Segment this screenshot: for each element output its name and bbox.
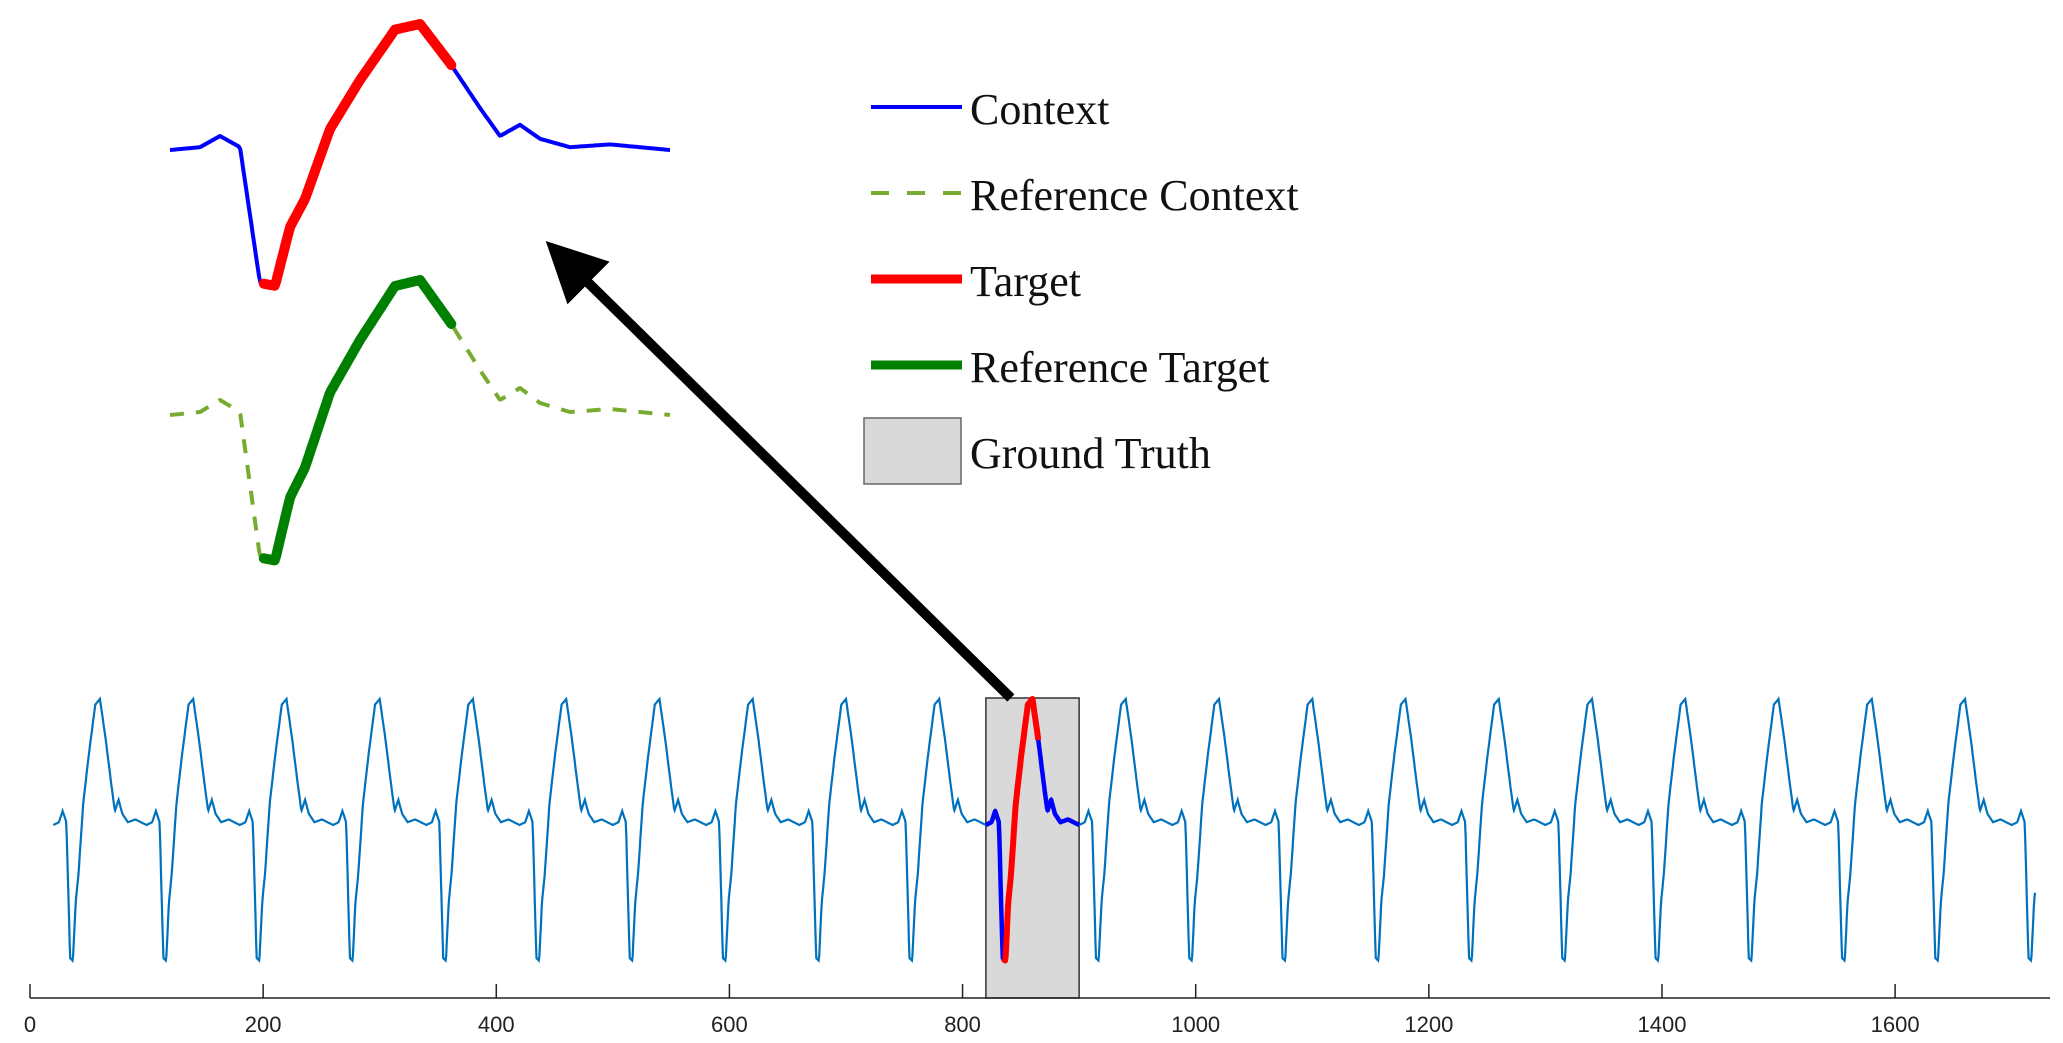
x-tick-label: 400: [478, 1012, 515, 1037]
legend-entry-context: Context: [871, 85, 1109, 134]
zoom-target-line: [258, 19, 457, 291]
zoom-arrow: [545, 240, 1015, 702]
legend: Context Reference Context Target Referen…: [863, 85, 1299, 485]
context-segment: [984, 808, 1006, 961]
zoom-reference-context-line: [169, 278, 671, 563]
legend-label-target: Target: [970, 257, 1081, 306]
zoom-context-line: [169, 22, 671, 288]
x-axis-ticks: 0 200 400 600 800 1000 1200 1400 1600: [24, 984, 1920, 1037]
legend-label-context: Context: [970, 85, 1109, 134]
x-tick-label: 1200: [1404, 1012, 1453, 1037]
x-tick-label: 600: [711, 1012, 748, 1037]
legend-entry-ground-truth: Ground Truth: [863, 417, 1211, 485]
legend-entry-reference-context: Reference Context: [871, 171, 1299, 220]
x-tick-label: 1400: [1638, 1012, 1687, 1037]
context-segment-right: [1036, 739, 1081, 828]
x-tick-label: 200: [245, 1012, 282, 1037]
x-tick-label: 800: [944, 1012, 981, 1037]
legend-swatch-ground-truth: [863, 417, 962, 485]
x-tick-label: 1000: [1171, 1012, 1220, 1037]
legend-entry-target: Target: [871, 257, 1081, 306]
zoom-reference-target-line: [258, 275, 457, 566]
legend-label-reference-target: Reference Target: [970, 343, 1269, 392]
legend-label-reference-context: Reference Context: [970, 171, 1299, 220]
x-tick-label: 0: [24, 1012, 36, 1037]
legend-entry-reference-target: Reference Target: [871, 343, 1269, 392]
x-tick-label: 1600: [1871, 1012, 1920, 1037]
target-segment: [1000, 696, 1042, 964]
legend-label-ground-truth: Ground Truth: [970, 429, 1211, 478]
